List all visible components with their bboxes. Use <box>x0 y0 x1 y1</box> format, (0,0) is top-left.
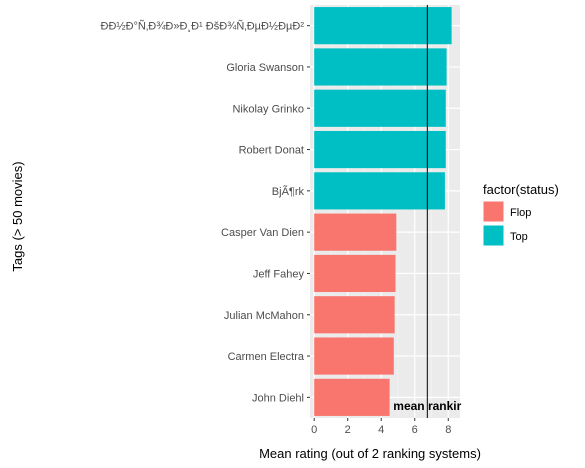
legend-title: factor(status) <box>483 182 559 197</box>
bar-flop <box>314 378 390 416</box>
y-tick-label: Julian McMahon <box>224 310 304 322</box>
bar-top <box>314 7 452 45</box>
y-tick-label: ÐÐ½Ð°Ñ‚Ð¾Ð»Ð¸Ð¹ ÐšÐ¾Ñ‚ÐµÐ½ÐµÐ² <box>101 20 305 33</box>
legend-key-top <box>482 224 505 247</box>
bar-flop <box>314 213 397 251</box>
legend-key-flop <box>482 200 505 223</box>
y-axis-ticks: ÐÐ½Ð°Ñ‚Ð¾Ð»Ð¸Ð¹ ÐšÐ¾Ñ‚ÐµÐ½ÐµÐ² Gloria Swa… <box>101 20 310 404</box>
x-tick-label: 8 <box>445 424 451 436</box>
legend-label-flop: Flop <box>510 207 531 219</box>
legend: factor(status) Flop Top <box>482 182 559 247</box>
mean-reference-label: mean rankir <box>393 399 461 413</box>
x-axis-ticks: 0 2 4 6 8 <box>311 418 451 436</box>
x-axis-title: Mean rating (out of 2 ranking systems) <box>259 446 481 461</box>
bar-top <box>314 172 445 210</box>
y-tick-label: Carmen Electra <box>228 351 305 363</box>
x-tick-label: 0 <box>311 424 317 436</box>
y-tick-label: Gloria Swanson <box>226 62 304 74</box>
bar-top <box>314 89 446 127</box>
bar-top <box>314 48 447 86</box>
legend-label-top: Top <box>510 231 528 243</box>
x-tick-label: 4 <box>378 424 384 436</box>
y-axis-title: Tags (> 50 movies) <box>10 161 25 271</box>
x-tick-label: 6 <box>412 424 418 436</box>
y-tick-label: BjÃ¶rk <box>272 185 305 198</box>
bars <box>314 7 452 416</box>
y-tick-label: Nikolay Grinko <box>232 103 304 115</box>
y-tick-label: John Diehl <box>252 392 304 404</box>
y-tick-label: Casper Van Dien <box>221 227 304 239</box>
bar-top <box>314 130 446 169</box>
bar-flop <box>314 296 395 334</box>
legend-items: Flop Top <box>482 200 531 247</box>
y-tick-label: Robert Donat <box>239 145 304 157</box>
bar-flop <box>314 337 394 375</box>
y-tick-label: Jeff Fahey <box>253 268 305 280</box>
x-tick-label: 2 <box>345 424 351 436</box>
bar-flop <box>314 254 396 293</box>
